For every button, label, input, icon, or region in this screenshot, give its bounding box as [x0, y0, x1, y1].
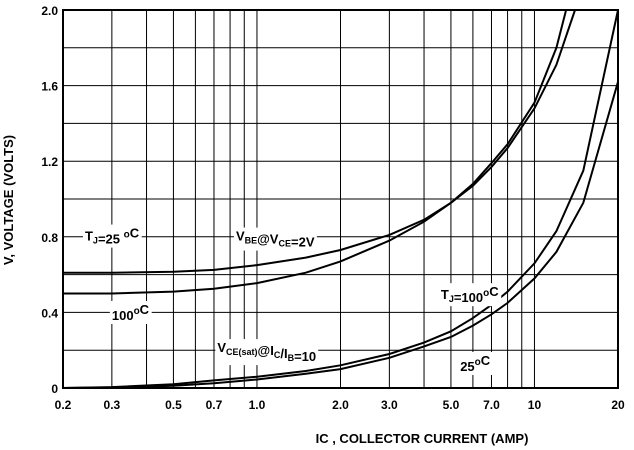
y-tick-label: 1.2	[41, 155, 58, 169]
y-tick-label: 2.0	[41, 4, 58, 18]
x-tick-label: 0.7	[206, 398, 223, 412]
annotation-background	[438, 283, 502, 307]
x-tick-label: 3.0	[381, 398, 398, 412]
y-axis-title: V, VOLTAGE (VOLTS)	[1, 135, 16, 265]
y-tick-labels: 0 0.4 0.8 1.2 1.6 2.0	[41, 4, 58, 396]
annotation-tj25: TJ=25 oC	[85, 226, 140, 247]
x-tick-label: 5.0	[443, 398, 460, 412]
annotations: TJ=25 oC VBE@VCE=2V 100oC VCE(sat)@IC/IB=10…	[82, 224, 502, 375]
x-tick-label: 10	[528, 398, 542, 412]
annotation-background	[458, 351, 493, 375]
series-line-2	[63, 9, 568, 295]
y-tick-label: 0	[51, 382, 58, 396]
x-tick-label: 0.5	[165, 398, 182, 412]
x-tick-label: 1.0	[249, 398, 266, 412]
x-tick-label: 2.0	[332, 398, 349, 412]
annotation-tj100b: TJ=100oC	[441, 284, 499, 305]
curves	[62, 9, 619, 389]
series-line-4	[62, 81, 619, 389]
annotation-t100a: 100oC	[112, 302, 150, 323]
annotation-vcesat: VCE(sat)@IC/IB=10	[217, 340, 316, 364]
y-tick-label: 0.8	[41, 231, 58, 245]
annotation-t25b: 25oC	[460, 353, 491, 374]
series-line-1	[63, 9, 576, 274]
x-tick-label: 7.0	[483, 398, 500, 412]
x-tick-labels: 0.2 0.3 0.5 0.7 1.0 2.0 3.0 5.0 7.0 10 20	[55, 398, 625, 412]
annotation-background	[82, 224, 142, 248]
x-axis-title: IC , COLLECTOR CURRENT (AMP)	[316, 431, 529, 446]
x-tick-label: 20	[611, 398, 625, 412]
annotation-background	[215, 339, 319, 366]
annotation-vbe: VBE@VCE=2V	[236, 229, 315, 250]
plot-frame	[62, 9, 619, 389]
y-tick-label: 1.6	[41, 80, 58, 94]
annotation-background	[233, 227, 317, 251]
x-tick-label: 0.2	[55, 398, 72, 412]
grid	[62, 9, 619, 389]
y-tick-label: 0.4	[41, 306, 58, 320]
annotation-background	[109, 300, 152, 324]
series-line-3	[62, 9, 619, 389]
x-tick-label: 0.3	[104, 398, 121, 412]
